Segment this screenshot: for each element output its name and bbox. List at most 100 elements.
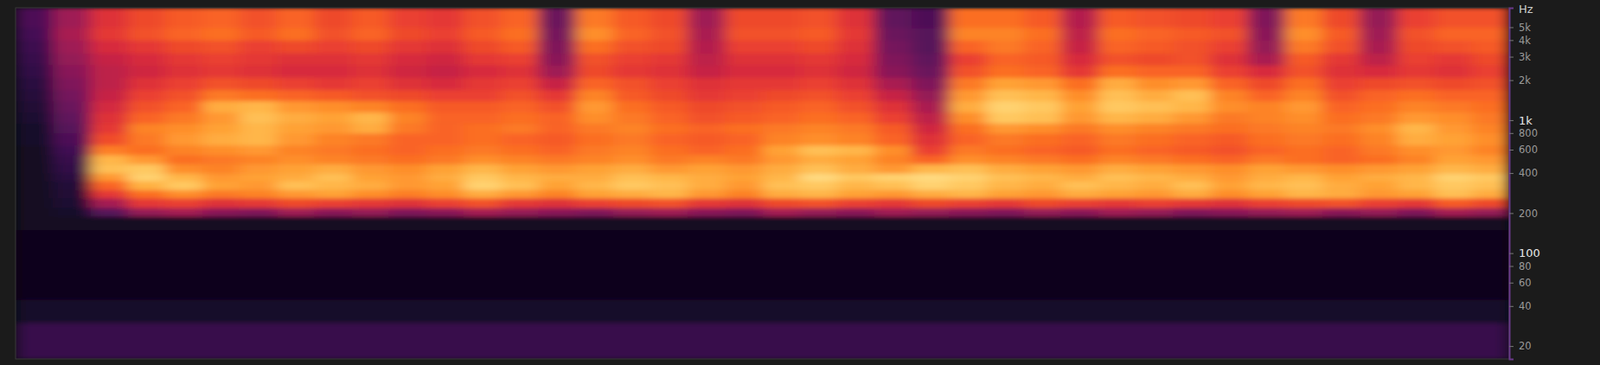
cell xyxy=(837,299,876,324)
cell xyxy=(948,7,987,28)
cell xyxy=(352,76,391,90)
cell xyxy=(15,89,54,102)
cell xyxy=(239,76,278,90)
cell xyxy=(52,89,91,102)
cell xyxy=(762,112,801,124)
cell xyxy=(1135,7,1174,28)
cell xyxy=(986,154,1025,165)
cell xyxy=(1322,154,1361,165)
cell xyxy=(313,76,352,90)
cell xyxy=(1285,64,1324,78)
cell xyxy=(874,39,913,53)
cell xyxy=(911,180,950,191)
cell xyxy=(1434,207,1473,217)
cell xyxy=(537,253,576,301)
cell xyxy=(1135,76,1174,90)
cell xyxy=(837,122,876,134)
cell xyxy=(576,322,615,359)
cell xyxy=(165,122,204,134)
cell xyxy=(613,163,652,173)
y-tick-label: 4k xyxy=(1518,34,1531,47)
cell xyxy=(724,122,763,134)
cell xyxy=(576,230,615,255)
y-tick: 80 xyxy=(1509,260,1532,273)
cell xyxy=(1210,112,1249,124)
cell xyxy=(239,216,278,231)
cell xyxy=(724,198,763,209)
cell xyxy=(500,76,539,90)
cell xyxy=(128,230,167,255)
cell xyxy=(1396,154,1435,165)
cell xyxy=(537,299,576,324)
cell xyxy=(948,64,987,78)
cell xyxy=(1061,76,1100,90)
cell xyxy=(537,64,576,78)
cell xyxy=(874,26,913,40)
cell xyxy=(1472,198,1510,209)
cell xyxy=(463,7,502,28)
cell xyxy=(426,163,465,173)
cell xyxy=(1285,39,1324,53)
cell xyxy=(613,154,652,165)
cell xyxy=(724,26,763,40)
cell xyxy=(276,145,315,156)
cell xyxy=(463,122,502,134)
cell xyxy=(724,163,763,173)
cell xyxy=(128,180,167,191)
cell xyxy=(724,299,763,324)
y-tick-label: 20 xyxy=(1518,339,1532,352)
cell xyxy=(202,133,241,146)
cell xyxy=(576,64,615,78)
cell xyxy=(1210,207,1249,217)
cell xyxy=(1210,145,1249,156)
y-tick-mark xyxy=(1509,172,1514,174)
cell xyxy=(1434,7,1473,28)
cell xyxy=(1172,216,1211,231)
cell xyxy=(52,76,91,90)
cell xyxy=(15,207,54,217)
cell xyxy=(239,39,278,53)
cell xyxy=(128,172,167,182)
cell xyxy=(1024,322,1063,359)
cell xyxy=(389,89,428,102)
cell xyxy=(89,122,128,134)
cell xyxy=(874,322,913,359)
cell xyxy=(762,76,801,90)
cell xyxy=(202,39,241,53)
cell xyxy=(1322,299,1361,324)
cell xyxy=(986,163,1025,173)
cell xyxy=(1396,122,1435,134)
cell xyxy=(1434,100,1473,113)
plot-background xyxy=(15,7,1510,359)
cell xyxy=(165,100,204,113)
cell xyxy=(874,64,913,78)
cell xyxy=(687,7,726,28)
cell xyxy=(89,230,128,255)
cell xyxy=(1172,230,1211,255)
cell xyxy=(389,189,428,199)
cell xyxy=(911,198,950,209)
cell xyxy=(800,230,839,255)
cell xyxy=(313,145,352,156)
cell xyxy=(762,133,801,146)
cell xyxy=(1210,26,1249,40)
cell xyxy=(948,299,987,324)
y-tick-label: 5k xyxy=(1518,21,1531,34)
cell xyxy=(202,172,241,182)
cell xyxy=(1061,145,1100,156)
cell xyxy=(352,180,391,191)
cell xyxy=(15,100,54,113)
cell xyxy=(500,322,539,359)
cell xyxy=(1098,253,1137,301)
cell xyxy=(837,180,876,191)
cell xyxy=(389,154,428,165)
cell xyxy=(724,7,763,28)
cell xyxy=(1322,52,1361,65)
y-tick-mark xyxy=(1509,26,1514,28)
y-axis: 5k4k3k2k1k80060040020010080604020 xyxy=(1509,8,1541,360)
cell xyxy=(128,253,167,301)
cell xyxy=(463,133,502,146)
cell xyxy=(874,89,913,102)
cell xyxy=(1396,89,1435,102)
cell xyxy=(1172,7,1211,28)
